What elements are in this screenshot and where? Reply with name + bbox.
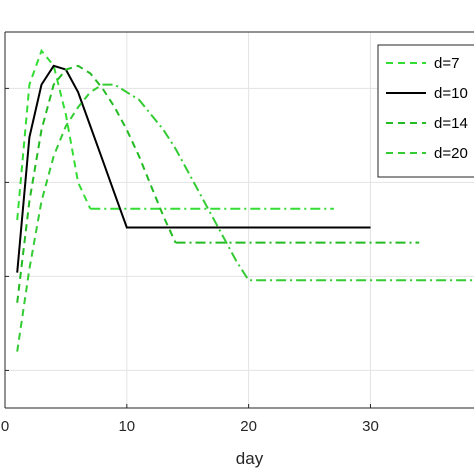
axes (4, 31, 474, 409)
x-axis-label: day (236, 449, 264, 468)
grid-lines (5, 32, 474, 408)
legend-label: d=10 (434, 85, 468, 102)
series-line-d=20 (16, 83, 104, 352)
x-tick-label: 0 (1, 418, 9, 435)
legend: d=7 d=10 d=14 d=20 (377, 44, 474, 178)
x-tick-label: 30 (362, 418, 379, 435)
series-plateau-d=20 (102, 83, 474, 282)
tick-labels: 0 10 20 30 (1, 418, 379, 435)
series-line-d=7 (16, 48, 92, 221)
series-line-d=10 (16, 64, 371, 273)
legend-box (377, 44, 474, 178)
series-line-d=14 (16, 64, 177, 303)
legend-label: d=20 (434, 145, 468, 162)
x-tick-label: 10 (118, 418, 135, 435)
legend-label: d=7 (434, 55, 459, 72)
series-lines (16, 48, 474, 352)
legend-label: d=14 (434, 115, 468, 132)
x-tick-label: 20 (240, 418, 257, 435)
